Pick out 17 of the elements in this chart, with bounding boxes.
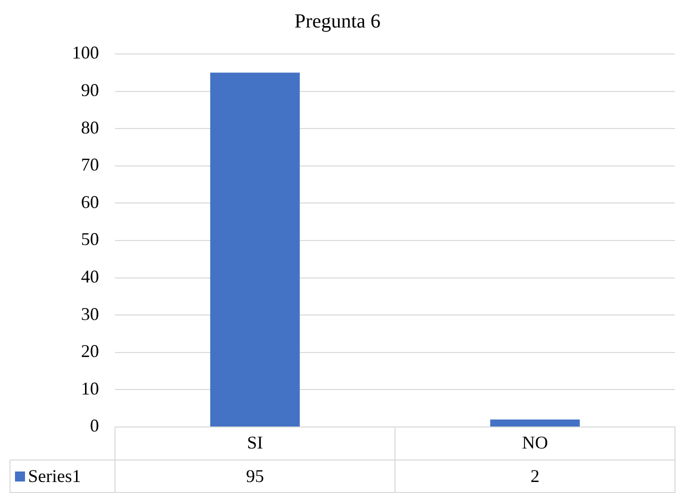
x-tick-label: NO — [522, 432, 548, 453]
x-tick-label: SI — [246, 432, 264, 453]
y-tick-label: 50 — [81, 229, 99, 250]
y-tick-label: 70 — [81, 154, 99, 175]
y-tick-label: 90 — [81, 80, 99, 100]
y-tick-label: 0 — [90, 416, 99, 436]
y-tick-label: 20 — [81, 341, 99, 362]
y-tick-label: 30 — [81, 304, 99, 324]
y-tick-label: 100 — [72, 42, 99, 63]
data-label: 95 — [246, 466, 264, 486]
y-tick-label: 80 — [81, 117, 99, 138]
y-tick-label: 40 — [81, 266, 99, 287]
y-tick-label: 10 — [81, 378, 99, 398]
chart-title: Pregunta 6 — [294, 10, 381, 32]
data-label: 2 — [530, 466, 540, 486]
legend-label: Series1 — [28, 466, 81, 486]
y-tick-label: 60 — [81, 192, 99, 212]
